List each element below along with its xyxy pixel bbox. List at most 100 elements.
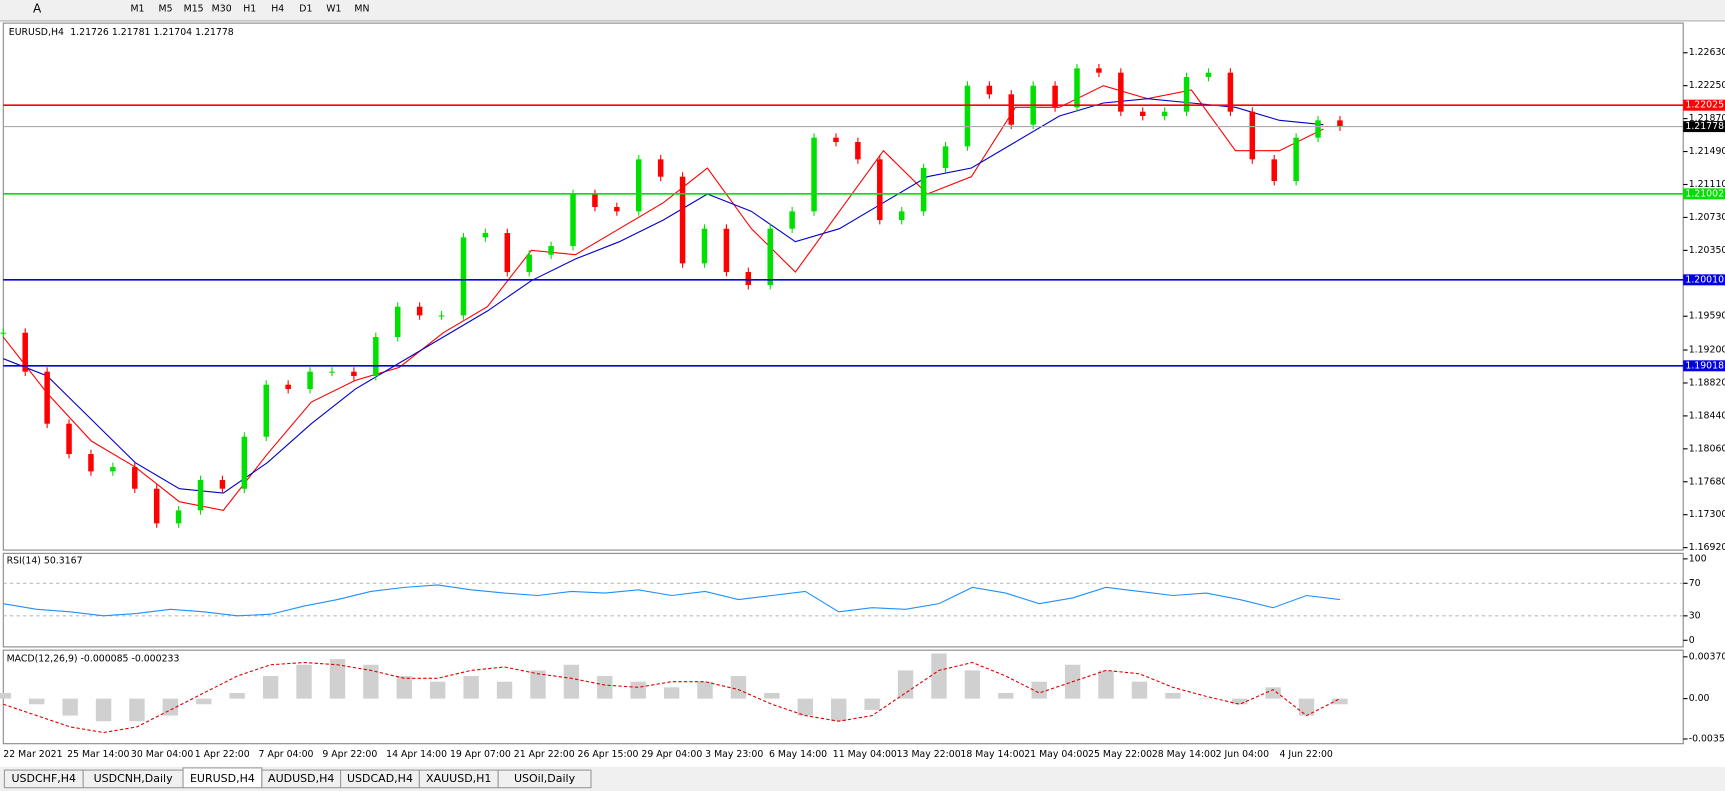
macd-bar	[730, 676, 747, 699]
macd-bar	[196, 698, 212, 705]
timeframe-button[interactable]: M1	[131, 3, 145, 14]
candle	[548, 246, 554, 255]
candle	[438, 315, 445, 317]
macd-bar	[363, 664, 379, 699]
x-tick-label: 13 May 22:00	[897, 749, 961, 760]
macd-bar	[998, 692, 1014, 699]
macd-bar	[964, 670, 981, 699]
timeframe-button[interactable]: MN	[354, 3, 369, 14]
y-tick-label: 1.18440	[1689, 410, 1725, 421]
macd-bar	[29, 698, 45, 705]
candle	[197, 480, 204, 511]
tab-label[interactable]: USDCNH,Daily	[94, 772, 174, 785]
x-tick-label: 11 May 04:00	[833, 749, 897, 760]
x-tick-label: 22 Mar 2021	[3, 749, 62, 760]
macd-bar	[530, 670, 546, 699]
text-tool[interactable]: A	[33, 1, 42, 15]
candle	[394, 306, 401, 338]
timeframe-button[interactable]: M30	[212, 3, 232, 14]
level-label-bg	[1683, 360, 1725, 372]
candle	[636, 159, 642, 212]
x-tick-label: 21 Apr 22:00	[514, 749, 575, 760]
tab-label[interactable]: USDCHF,H4	[12, 772, 77, 785]
rsi-tick-label: 30	[1689, 610, 1701, 621]
y-tick-label: 1.18820	[1689, 377, 1725, 388]
candle	[132, 467, 138, 489]
candle	[964, 85, 971, 147]
x-tick-label: 6 May 14:00	[769, 749, 827, 760]
candle	[373, 337, 379, 377]
macd-bar	[897, 670, 914, 699]
tab-label[interactable]: USDCAD,H4	[347, 772, 413, 785]
candle	[789, 211, 795, 229]
timeframe-button[interactable]: W1	[326, 3, 341, 14]
candle	[723, 228, 730, 273]
macd-bar	[329, 659, 346, 699]
tab-label[interactable]: USOil,Daily	[514, 772, 576, 785]
timeframe-button[interactable]: D1	[299, 3, 312, 14]
timeframe-button[interactable]: H1	[243, 3, 256, 14]
candle	[329, 371, 335, 373]
chart-header: EURUSD,H4 1.21726 1.21781 1.21704 1.2177…	[9, 26, 234, 37]
candle	[1139, 111, 1146, 117]
candle	[88, 454, 94, 472]
y-tick-label: 1.22630	[1689, 47, 1725, 58]
rsi-line	[3, 584, 1341, 617]
timeframe-button[interactable]: M15	[184, 3, 204, 14]
candle	[898, 211, 905, 221]
tab-label[interactable]: XAUUSD,H1	[426, 772, 491, 785]
rsi-panel	[2, 552, 1684, 648]
x-tick-label: 25 May 22:00	[1088, 749, 1152, 760]
level-label: 1.22025	[1685, 100, 1724, 111]
x-tick-label: 4 Jun 22:00	[1279, 749, 1332, 760]
candle	[833, 137, 839, 143]
candle	[44, 371, 50, 424]
candle	[942, 146, 949, 169]
level-label-bg	[1683, 121, 1725, 133]
candle	[592, 194, 598, 208]
x-tick-label: 30 Mar 04:00	[131, 749, 193, 760]
candle	[1271, 159, 1277, 182]
macd-bar	[262, 676, 279, 699]
level-label: 1.21002	[1685, 188, 1724, 199]
candle	[1096, 68, 1102, 73]
tab-label[interactable]: EURUSD,H4	[190, 772, 255, 785]
candle	[504, 233, 511, 273]
macd-bar	[463, 676, 479, 699]
rsi-tick-label: 70	[1689, 578, 1701, 589]
candle	[1227, 72, 1234, 112]
x-tick-label: 26 Apr 15:00	[578, 749, 639, 760]
candle	[1337, 120, 1343, 127]
y-tick-label: 1.17300	[1689, 509, 1725, 520]
x-tick-label: 18 May 14:00	[960, 749, 1024, 760]
x-tick-label: 7 Apr 04:00	[259, 749, 314, 760]
level-label: 1.19018	[1685, 360, 1724, 371]
close: 1.21778	[195, 26, 234, 37]
timeframe-button[interactable]: M5	[159, 3, 173, 14]
level-label: 1.21778	[1685, 121, 1724, 132]
candle	[855, 142, 861, 160]
tab-label[interactable]: AUDUSD,H4	[268, 772, 334, 785]
y-tick-label: 1.19200	[1689, 345, 1725, 356]
level-label-bg	[1683, 274, 1725, 286]
x-tick-label: 21 May 04:00	[1024, 749, 1088, 760]
macd-bar	[129, 698, 145, 722]
macd-bar	[62, 698, 78, 716]
high: 1.21781	[112, 26, 151, 37]
candle	[811, 137, 817, 212]
y-tick-label: 1.21870	[1689, 113, 1725, 124]
macd-bar	[1265, 687, 1281, 699]
tab[interactable]	[497, 769, 592, 789]
candle	[22, 332, 28, 372]
macd-bar	[1198, 698, 1214, 700]
macd-bar	[296, 664, 312, 699]
symbol: EURUSD,H4	[9, 26, 64, 37]
x-tick-label: 3 May 23:00	[705, 749, 763, 760]
macd-bar	[0, 692, 12, 699]
candle	[570, 194, 576, 247]
timeframe-button[interactable]: H4	[271, 3, 284, 14]
open: 1.21726	[70, 26, 109, 37]
macd-bar	[931, 653, 947, 699]
